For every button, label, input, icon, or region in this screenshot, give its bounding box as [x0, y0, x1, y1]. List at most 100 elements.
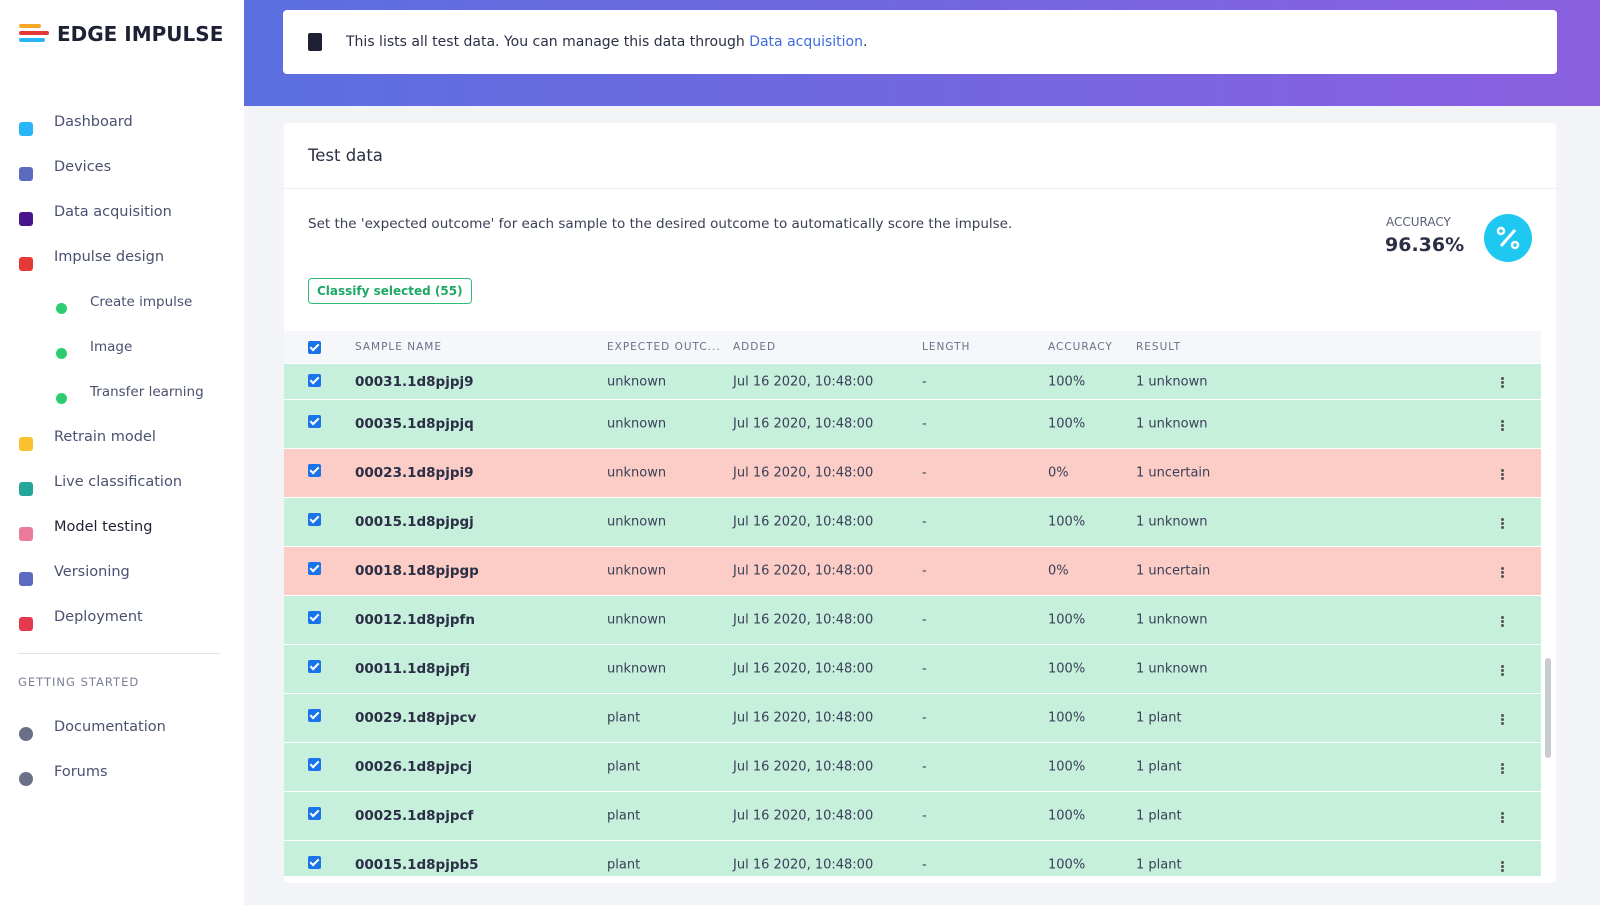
- row-menu[interactable]: [1501, 717, 1504, 721]
- cell: 1 unknown: [1136, 416, 1208, 432]
- banner-link[interactable]: Data acquisition: [749, 34, 863, 50]
- cell: -: [922, 857, 927, 873]
- row-checkbox[interactable]: [308, 562, 321, 575]
- sidebar: EDGE IMPULSE GETTING STARTED Dashboard De…: [0, 0, 244, 905]
- cell: -: [922, 514, 927, 530]
- row-menu[interactable]: [1501, 864, 1504, 868]
- row-checkbox[interactable]: [308, 611, 321, 624]
- cell: 100%: [1048, 710, 1086, 726]
- row-menu[interactable]: [1501, 619, 1504, 623]
- nav-item[interactable]: Live classification: [54, 474, 183, 490]
- accuracy-label: ACCURACY: [1386, 215, 1451, 229]
- row-checkbox[interactable]: [308, 415, 321, 428]
- cell: 1 plant: [1136, 857, 1182, 873]
- nav-icon: [19, 527, 33, 541]
- cell: 1 unknown: [1136, 514, 1208, 530]
- classify-button[interactable]: Classify selected (55): [308, 278, 472, 304]
- sample-name: 00031.1d8pjpj9: [355, 373, 474, 390]
- row-checkbox[interactable]: [308, 856, 321, 869]
- cell: unknown: [607, 374, 667, 389]
- nav-item[interactable]: Data acquisition: [54, 204, 172, 220]
- logo: EDGE IMPULSE: [57, 22, 224, 46]
- nav-item[interactable]: Retrain model: [54, 429, 156, 445]
- cell: 1 unknown: [1136, 374, 1208, 389]
- row-menu[interactable]: [1501, 381, 1504, 384]
- test-data-card: Test data Set the 'expected outcome' for…: [284, 123, 1556, 883]
- sample-name: 00029.1d8pjpcv: [355, 710, 477, 726]
- sample-name: 00025.1d8pjpcf: [355, 808, 474, 824]
- row-checkbox[interactable]: [308, 660, 321, 673]
- cell: unknown: [607, 514, 667, 530]
- row-checkbox[interactable]: [308, 758, 321, 771]
- help-item[interactable]: Forums: [54, 764, 108, 780]
- column-header: ACCURACY: [1048, 341, 1113, 353]
- table-row: 00015.1d8pjpgj unknown Jul 16 2020, 10:48:…: [284, 498, 1541, 547]
- help-icon: [19, 772, 33, 786]
- cell: 1 plant: [1136, 808, 1182, 824]
- row-checkbox[interactable]: [308, 374, 321, 387]
- table-row: 00015.1d8pjpb5 plant Jul 16 2020, 10:48:00…: [284, 841, 1541, 876]
- table-row: 00012.1d8pjpfn unknown Jul 16 2020, 10:48:…: [284, 596, 1541, 645]
- nav-item[interactable]: Dashboard: [54, 114, 133, 130]
- nav-dot: [56, 393, 67, 404]
- column-header: EXPECTED OUTC...: [607, 341, 721, 353]
- column-header: ADDED: [733, 341, 777, 353]
- cell: -: [922, 759, 927, 775]
- nav-item[interactable]: Impulse design: [54, 249, 165, 265]
- nav-item[interactable]: Image: [90, 339, 133, 355]
- column-header: RESULT: [1136, 341, 1182, 353]
- cell: 1 unknown: [1136, 661, 1208, 677]
- nav-item[interactable]: Devices: [54, 159, 112, 175]
- card-title: Test data: [308, 146, 383, 165]
- cell: 100%: [1048, 661, 1086, 677]
- cell: Jul 16 2020, 10:48:00: [733, 514, 874, 530]
- row-checkbox[interactable]: [308, 807, 321, 820]
- nav-item[interactable]: Deployment: [54, 609, 143, 625]
- table: SAMPLE NAME EXPECTED OUTC... ADDED LENGTH AC…: [284, 331, 1541, 876]
- row-menu[interactable]: [1501, 668, 1504, 672]
- row-checkbox[interactable]: [308, 513, 321, 526]
- sample-name: 00018.1d8pjpgp: [355, 563, 479, 579]
- cell: Jul 16 2020, 10:48:00: [733, 612, 874, 628]
- cell: 1 plant: [1136, 759, 1182, 775]
- table-row: 00029.1d8pjpcv plant Jul 16 2020, 10:48:00…: [284, 694, 1541, 743]
- cell: Jul 16 2020, 10:48:00: [733, 857, 874, 873]
- cell: -: [922, 374, 927, 389]
- cell: 100%: [1048, 857, 1086, 873]
- nav-item[interactable]: Model testing: [54, 519, 153, 535]
- row-checkbox[interactable]: [308, 709, 321, 722]
- cell: -: [922, 612, 927, 628]
- help-item[interactable]: Documentation: [54, 719, 166, 735]
- cell: Jul 16 2020, 10:48:00: [733, 808, 874, 824]
- row-menu[interactable]: [1501, 521, 1504, 525]
- cell: -: [922, 416, 927, 432]
- nav-item[interactable]: Versioning: [54, 564, 130, 580]
- column-header: SAMPLE NAME: [355, 341, 442, 353]
- cell: 1 uncertain: [1136, 563, 1211, 579]
- row-menu[interactable]: [1501, 766, 1504, 770]
- nav-icon: [19, 212, 33, 226]
- cell: 0%: [1048, 465, 1069, 481]
- select-all[interactable]: [308, 341, 321, 354]
- accuracy-value: 96.36%: [1385, 234, 1465, 256]
- cell: 100%: [1048, 374, 1086, 389]
- row-menu[interactable]: [1501, 472, 1504, 476]
- nav-item[interactable]: Transfer learning: [90, 384, 204, 400]
- table-row: 00026.1d8pjpcj plant Jul 16 2020, 10:48:00…: [284, 743, 1541, 792]
- row-checkbox[interactable]: [308, 464, 321, 477]
- row-menu[interactable]: [1501, 815, 1504, 819]
- cell: 1 plant: [1136, 710, 1182, 726]
- row-menu[interactable]: [1501, 570, 1504, 574]
- cell: Jul 16 2020, 10:48:00: [733, 661, 874, 677]
- cell: 1 uncertain: [1136, 465, 1211, 481]
- cell: plant: [607, 759, 641, 775]
- cell: -: [922, 710, 927, 726]
- nav-item[interactable]: Create impulse: [90, 294, 193, 310]
- nav-icon: [19, 617, 33, 631]
- card-description: Set the 'expected outcome' for each samp…: [308, 216, 1013, 232]
- nav-dot: [56, 303, 67, 314]
- banner-message: This lists all test data. You can manage…: [346, 34, 750, 50]
- divider: [18, 653, 220, 654]
- table-row: 00023.1d8pjpi9 unknown Jul 16 2020, 10:48:…: [284, 449, 1541, 498]
- row-menu[interactable]: [1501, 423, 1504, 427]
